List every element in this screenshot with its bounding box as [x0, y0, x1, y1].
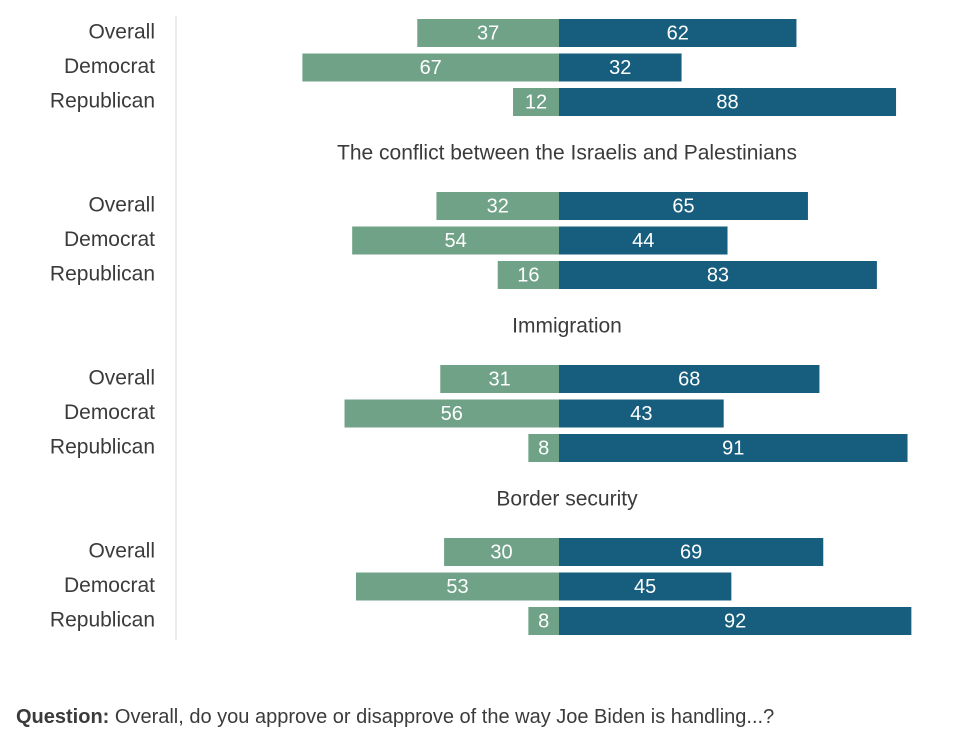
bar-left-value: 37: [477, 22, 499, 44]
bar-right: [559, 399, 724, 428]
bar-right: [559, 261, 877, 289]
row-label: Republican: [50, 90, 155, 113]
bar-left: [513, 88, 559, 116]
bar-left-value: 31: [489, 368, 511, 390]
bar-right: [559, 538, 824, 566]
bar-right-value: 44: [632, 230, 654, 252]
row-label: Republican: [50, 436, 155, 459]
row-label: Overall: [88, 194, 155, 217]
bar-left: [344, 399, 559, 428]
bar-right-value: 92: [724, 610, 746, 632]
bar-left-value: 53: [446, 576, 468, 598]
bar-left-value: 8: [538, 437, 549, 459]
bar-left-value: 30: [490, 541, 512, 563]
row-label: Democrat: [64, 401, 155, 424]
bar-right-value: 43: [630, 403, 652, 425]
bar-left: [497, 261, 559, 289]
bar-left: [417, 19, 559, 47]
bar-left: [352, 226, 559, 255]
bar-right: [559, 572, 732, 601]
bar-left-value: 32: [487, 195, 509, 217]
bar-right: [559, 226, 728, 255]
bar-right-value: 88: [716, 91, 738, 113]
row-label: Democrat: [64, 228, 155, 251]
bar-left: [302, 53, 559, 82]
row-label: Democrat: [64, 55, 155, 78]
row-label: Democrat: [64, 574, 155, 597]
bar-left-value: 8: [538, 610, 549, 632]
bar-right-value: 62: [667, 22, 689, 44]
bar-left: [528, 607, 559, 635]
bar-right-value: 69: [680, 541, 702, 563]
row-label: Overall: [88, 367, 155, 390]
footnote-label: Question:: [16, 706, 110, 728]
bar-left: [528, 434, 559, 462]
bar-left-value: 16: [517, 264, 539, 286]
bar-left: [356, 572, 559, 601]
group-title: The conflict between the Israelis and Pa…: [337, 142, 797, 165]
bar-left: [436, 192, 559, 220]
bar-left-value: 67: [420, 57, 442, 79]
bar-right: [559, 434, 908, 462]
bar-left-value: 12: [525, 91, 547, 113]
footnote-text: Overall, do you approve or disapprove of…: [109, 706, 775, 728]
bar-right: [559, 19, 797, 47]
bar-left-value: 56: [441, 403, 463, 425]
bar-left-value: 54: [444, 230, 466, 252]
bar-right: [559, 192, 808, 220]
bar-right: [559, 607, 912, 635]
bar-right-value: 45: [634, 576, 656, 598]
group-title: Immigration: [512, 315, 622, 338]
bar-right: [559, 365, 820, 393]
row-label: Overall: [88, 540, 155, 563]
bar-right-value: 83: [707, 264, 729, 286]
group-title: Border security: [496, 488, 638, 511]
row-label: Overall: [88, 21, 155, 44]
bar-right: [559, 53, 682, 82]
bar-left: [440, 365, 559, 393]
bar-right-value: 68: [678, 368, 700, 390]
row-label: Republican: [50, 609, 155, 632]
bar-right-value: 91: [722, 437, 744, 459]
bar-right-value: 32: [609, 57, 631, 79]
bar-left: [444, 538, 559, 566]
bar-right: [559, 88, 897, 116]
row-label: Republican: [50, 263, 155, 286]
bar-right-value: 65: [672, 195, 694, 217]
question-footnote: Question: Overall, do you approve or dis…: [16, 706, 774, 729]
